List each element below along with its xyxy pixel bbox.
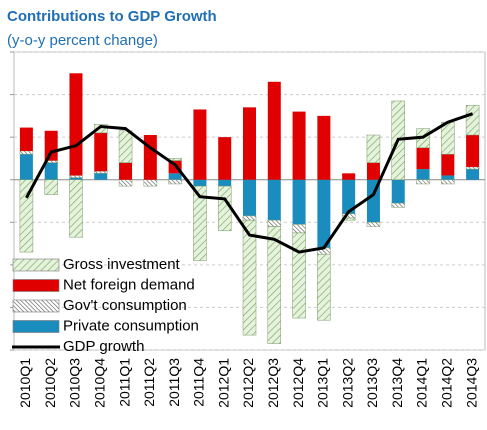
bar-segment: [267, 179, 281, 221]
legend-swatch: [12, 320, 60, 333]
bar-segment: [168, 173, 182, 180]
bar-segment: [119, 162, 133, 180]
legend-swatch: [12, 258, 60, 272]
bar-segment: [366, 222, 381, 227]
bar-segment: [44, 179, 58, 195]
bar-segment: [267, 81, 281, 180]
bar-segment: [69, 73, 83, 176]
legend-swatch: [12, 299, 60, 313]
chart-title: Contributions to GDP Growth: [7, 8, 217, 25]
bar-segment: [217, 185, 232, 232]
bar-segment: [441, 154, 455, 176]
x-tick-label: 2012Q3: [265, 358, 281, 408]
legend-swatch: [12, 279, 60, 292]
bar-segment: [242, 219, 257, 336]
bar-segment: [292, 111, 306, 180]
bar-segment: [168, 179, 182, 185]
bar-segment: [342, 173, 356, 180]
bar-segment: [317, 115, 331, 180]
bar-segment: [416, 179, 430, 185]
x-tick-label: 2010Q3: [67, 358, 83, 408]
bar-segment: [267, 219, 282, 227]
bar-segment: [391, 202, 405, 208]
bar-segment: [193, 109, 207, 180]
bar-segment: [19, 150, 34, 155]
bar-segment: [19, 127, 33, 151]
bar-segment: [242, 215, 257, 221]
bar-segment: [441, 121, 455, 155]
x-tick-label: 2011Q4: [191, 358, 207, 407]
x-tick-label: 2014Q1: [414, 358, 430, 408]
x-tick-label: 2012Q1: [215, 358, 231, 408]
x-tick-label: 2011Q2: [141, 358, 157, 407]
bar-segment: [94, 132, 108, 172]
x-tick-label: 2010Q2: [42, 358, 58, 408]
legend-label: Gov't consumption: [63, 297, 187, 314]
bar-segment: [44, 162, 58, 180]
legend-label: GDP growth: [63, 338, 144, 355]
bar-segment: [118, 179, 133, 187]
x-tick-label: 2013Q1: [315, 358, 331, 408]
bar-segment: [466, 169, 480, 180]
bar-segment: [94, 124, 108, 134]
x-tick-label: 2013Q2: [339, 358, 355, 408]
legend-label: Private consumption: [63, 317, 199, 334]
bar-segment: [292, 232, 306, 319]
x-tick-label: 2013Q4: [389, 358, 405, 408]
bar-segment: [441, 179, 455, 185]
x-tick-label: 2010Q1: [17, 358, 33, 408]
bar-segment: [243, 107, 256, 180]
bar-segment: [391, 179, 405, 204]
bar-segment: [416, 147, 430, 170]
bar-segment: [416, 169, 430, 180]
chart-subtitle: (y-o-y percent change): [7, 32, 158, 49]
bar-segment: [143, 179, 158, 187]
bar-segment: [465, 166, 480, 170]
bar-segment: [69, 177, 83, 180]
bar-segment: [317, 253, 331, 321]
legend-label: Gross investment: [63, 256, 181, 273]
x-tick-label: 2012Q2: [240, 358, 256, 408]
legend: Gross investment Net foreign demand Gov't …: [12, 256, 199, 355]
bar-segment: [193, 179, 207, 187]
bar-segment: [441, 175, 455, 180]
bar-segment: [118, 130, 133, 163]
bar-segment: [193, 185, 207, 261]
x-tick-label: 2014Q2: [439, 358, 455, 408]
bar-segment: [218, 179, 232, 187]
bar-segment: [69, 175, 83, 178]
bar-segment: [243, 179, 256, 216]
x-tick-label: 2011Q1: [116, 358, 132, 407]
bar-segment: [44, 130, 58, 161]
x-tick-label: 2014Q3: [463, 358, 479, 408]
bar-segment: [292, 179, 306, 225]
x-tick-label: 2013Q3: [364, 358, 380, 408]
gdp-line: [25, 112, 474, 254]
bar-segment: [19, 179, 34, 253]
bar-segment: [317, 179, 331, 248]
bar-segment: [366, 162, 380, 180]
bar-segment: [292, 224, 306, 234]
bar-segment: [466, 135, 480, 167]
bar-segment: [465, 104, 480, 136]
bar-segment: [94, 173, 108, 180]
bar-segment: [267, 226, 282, 344]
bar-segment: [94, 170, 108, 174]
legend-label: Net foreign demand: [63, 276, 195, 293]
x-tick-label: 2010Q4: [91, 358, 107, 408]
bar-segment: [342, 179, 356, 214]
x-tick-label: 2011Q3: [166, 358, 182, 407]
bar-segment: [19, 154, 33, 180]
bar-segment: [366, 134, 381, 163]
bar-segment: [69, 179, 83, 238]
bar-segment: [143, 135, 157, 180]
x-tick-label: 2012Q4: [290, 358, 306, 408]
bar-segment: [218, 137, 232, 180]
